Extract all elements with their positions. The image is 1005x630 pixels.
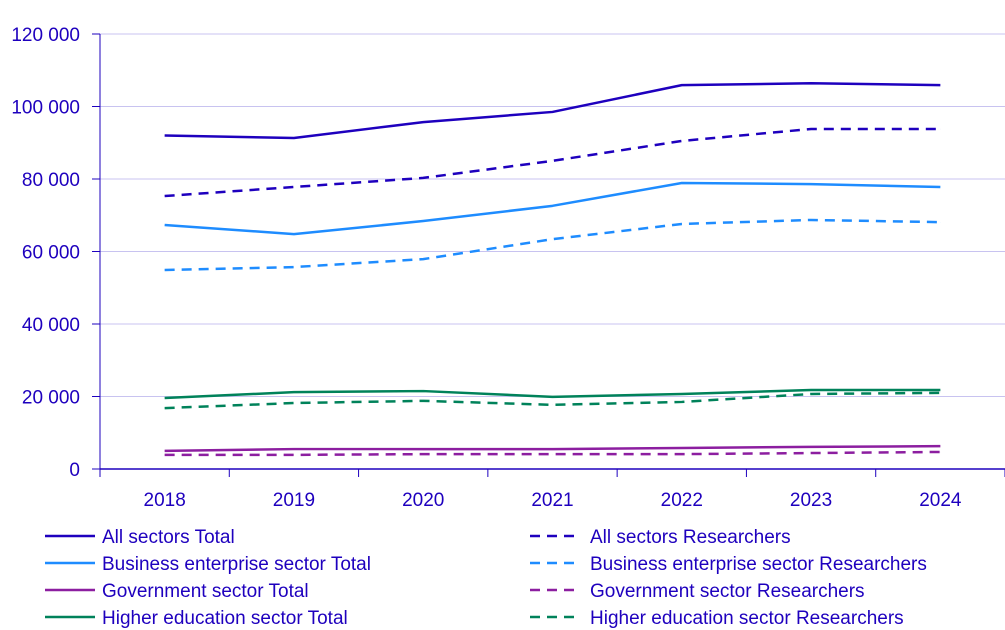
- legend-label: Higher education sector Researchers: [590, 608, 904, 629]
- legend-label: All sectors Total: [102, 527, 235, 548]
- legend-label: Government sector Researchers: [590, 581, 865, 602]
- x-tick-label: 2019: [273, 490, 315, 511]
- x-tick-label: 2022: [661, 490, 703, 511]
- y-tick-label: 100 000: [11, 98, 80, 119]
- x-tick-label: 2023: [790, 490, 832, 511]
- series-line-higher-education-sector-researchers: [164, 391, 941, 410]
- legend-label: Government sector Total: [102, 581, 309, 602]
- y-tick-label: 120 000: [11, 25, 80, 46]
- y-tick-label: 20 000: [22, 388, 80, 409]
- legend-label: Business enterprise sector Researchers: [590, 554, 927, 575]
- x-tick-label: 2020: [402, 490, 444, 511]
- series-line-business-enterprise-sector-total: [164, 181, 941, 236]
- y-tick-label: 0: [69, 460, 80, 481]
- legend-label: Higher education sector Total: [102, 608, 348, 629]
- y-tick-label: 60 000: [22, 243, 80, 264]
- x-tick-label: 2021: [531, 490, 573, 511]
- series-line-all-sectors-researchers: [164, 127, 941, 198]
- legend-label: Business enterprise sector Total: [102, 554, 371, 575]
- series-line-business-enterprise-sector-researchers: [164, 218, 941, 272]
- series-line-government-sector-total: [164, 444, 941, 453]
- x-tick-label: 2018: [144, 490, 186, 511]
- y-tick-label: 40 000: [22, 315, 80, 336]
- x-tick-label: 2024: [919, 490, 962, 511]
- series-line-government-sector-researchers: [164, 450, 941, 457]
- legend-label: All sectors Researchers: [590, 527, 791, 548]
- y-tick-label: 80 000: [22, 170, 80, 191]
